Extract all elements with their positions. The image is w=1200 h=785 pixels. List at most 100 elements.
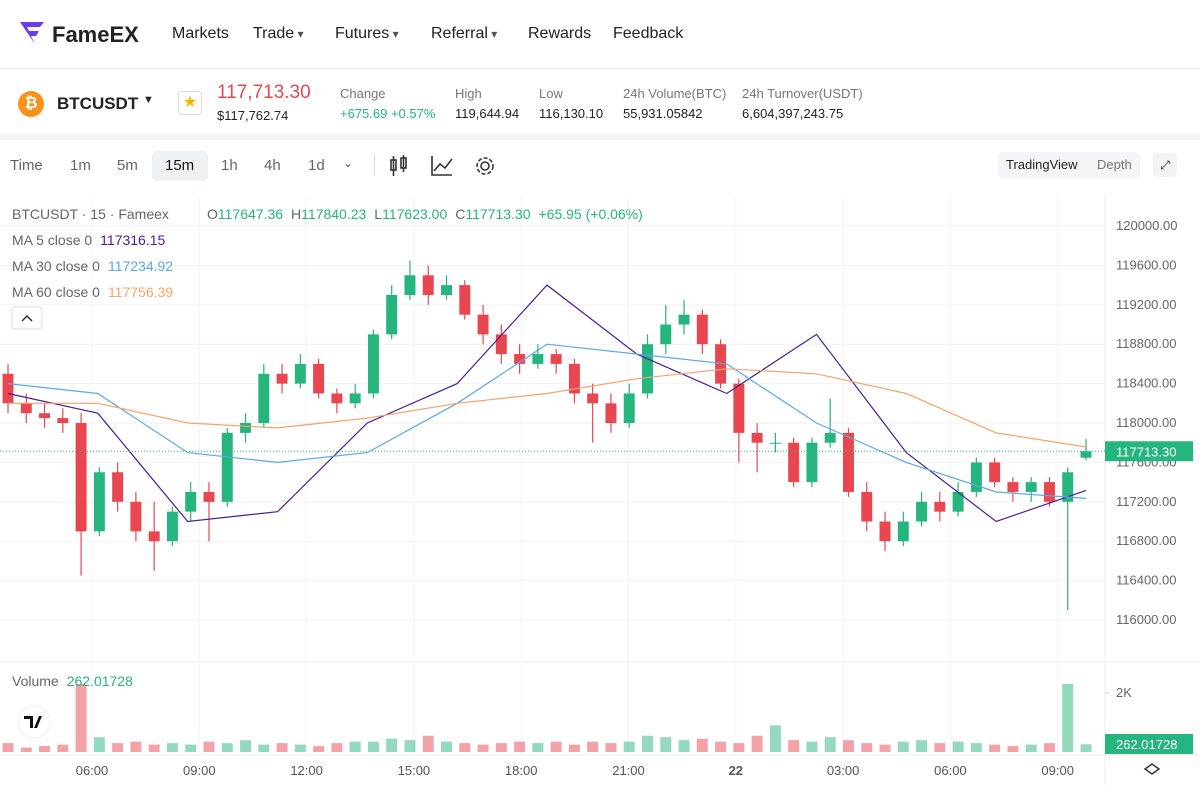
candle-body: [93, 472, 105, 532]
collapse-icon: [21, 314, 33, 322]
candle-body: [568, 363, 580, 394]
candle-body: [240, 423, 252, 433]
candle-body: [477, 314, 489, 335]
volume-bar: [970, 743, 982, 752]
volume-bar: [221, 743, 233, 752]
interval[interactable]: 15m: [165, 157, 195, 174]
x-tick-label: 03:00: [827, 763, 860, 778]
volume-bar: [824, 737, 836, 752]
candle-body: [1007, 482, 1019, 492]
btc-icon: ₿: [18, 91, 44, 117]
candle-body: [550, 354, 562, 364]
ma-legend-value: 117756.39: [108, 284, 173, 300]
volume-bar: [989, 744, 1001, 752]
x-tick-label: 21:00: [612, 763, 645, 778]
y-tick-label: 118000.00: [1116, 415, 1177, 430]
fullscreen[interactable]: ⤢: [1153, 153, 1177, 177]
volume-bar: [495, 743, 507, 752]
nav-item[interactable]: Futures ▾: [335, 25, 399, 42]
y-tick-label: 120000.00: [1116, 218, 1177, 233]
nav-item[interactable]: Trade ▾: [253, 25, 304, 42]
candle-body: [367, 334, 379, 394]
y-tick-label: 116000.00: [1116, 612, 1177, 627]
y-tick-label: 116800.00: [1116, 533, 1177, 548]
volume-bar: [788, 740, 800, 752]
volume-bar: [112, 743, 124, 752]
stat-value: 55,931.05842: [623, 106, 703, 121]
ohlc-value: 117840.23: [301, 206, 366, 222]
candle-body: [258, 373, 270, 424]
candle-body: [642, 344, 653, 394]
candle-body: [605, 403, 617, 424]
volume-bar: [459, 743, 471, 752]
volume-bar: [587, 741, 599, 752]
candle-body: [166, 511, 178, 542]
tool-icons: [390, 155, 494, 176]
candle-body: [349, 393, 361, 404]
more-intervals[interactable]: ⌄: [343, 156, 354, 170]
x-tick-label: 18:00: [505, 763, 538, 778]
x-tick-label: 15:00: [398, 763, 431, 778]
candle-body: [678, 314, 690, 325]
last-price: 117,713.30: [217, 82, 311, 103]
volume-bar: [20, 747, 32, 752]
nav-item[interactable]: Rewards: [528, 25, 592, 42]
collapse-button[interactable]: [11, 306, 43, 330]
candle-body: [2, 373, 14, 404]
ma-legend-value: 117234.92: [108, 258, 173, 274]
volume-bar: [1007, 746, 1019, 752]
tv-logo-mark: [24, 716, 42, 728]
volume-bar: [477, 744, 489, 752]
interval[interactable]: 5m: [117, 157, 138, 174]
y-tick-label: 118400.00: [1116, 376, 1177, 391]
volume-bar: [57, 744, 69, 752]
nav-item[interactable]: Referral ▾: [431, 25, 498, 42]
volume-tag-label: 262.01728: [1116, 737, 1177, 752]
volume-tick-label: 2K: [1116, 685, 1132, 700]
interval[interactable]: 4h: [264, 157, 281, 174]
interval[interactable]: 1m: [70, 157, 91, 174]
candle-body: [842, 432, 854, 492]
volume-bar: [39, 746, 51, 752]
candle-body: [769, 442, 781, 444]
interval[interactable]: 1d: [308, 157, 325, 174]
candle-body: [386, 294, 398, 335]
ma-legend-value: 117316.15: [100, 232, 165, 248]
candle-body: [696, 314, 708, 345]
candle-body: [1025, 482, 1037, 492]
x-tick-label: 09:00: [183, 763, 216, 778]
candle-body: [331, 393, 343, 404]
candle-body: [897, 521, 909, 542]
candle-body: [989, 462, 1001, 483]
candle-body: [20, 403, 32, 414]
x-tick-label: 09:00: [1041, 763, 1074, 778]
nav-item[interactable]: Markets: [172, 25, 229, 42]
nav-bar: FameEX Markets Trade ▾ Futures ▾ Referral ▾…: [0, 0, 1200, 69]
candle-body: [514, 354, 526, 364]
nav-item[interactable]: Feedback: [613, 25, 684, 42]
candle-body: [788, 442, 800, 483]
view-option[interactable]: TradingView: [1006, 157, 1078, 172]
view-option[interactable]: Depth: [1097, 157, 1132, 172]
volume-value: 262.01728: [67, 673, 133, 689]
candle-body: [1062, 472, 1074, 502]
volume-bar: [514, 741, 526, 752]
interval[interactable]: 1h: [221, 157, 238, 174]
dropdown-icon[interactable]: ▼: [143, 94, 154, 106]
ma-legend-name: MA 60 close 0: [12, 284, 100, 300]
candle-body: [130, 501, 142, 532]
ohlc-label: O: [207, 206, 218, 222]
volume-tag: [1105, 734, 1193, 754]
volume-bar: [550, 741, 562, 752]
interval[interactable]: Time: [10, 157, 43, 174]
volume-bar: [1080, 744, 1092, 752]
volume-bar: [294, 744, 306, 752]
logo[interactable]: FameEX: [52, 22, 139, 47]
symbol[interactable]: BTCUSDT: [57, 94, 139, 113]
volume-bar: [897, 741, 909, 752]
candle-body: [276, 373, 288, 384]
volume-bar: [751, 735, 763, 752]
stat-label: High: [455, 86, 482, 101]
favorite[interactable]: ★: [178, 91, 202, 115]
